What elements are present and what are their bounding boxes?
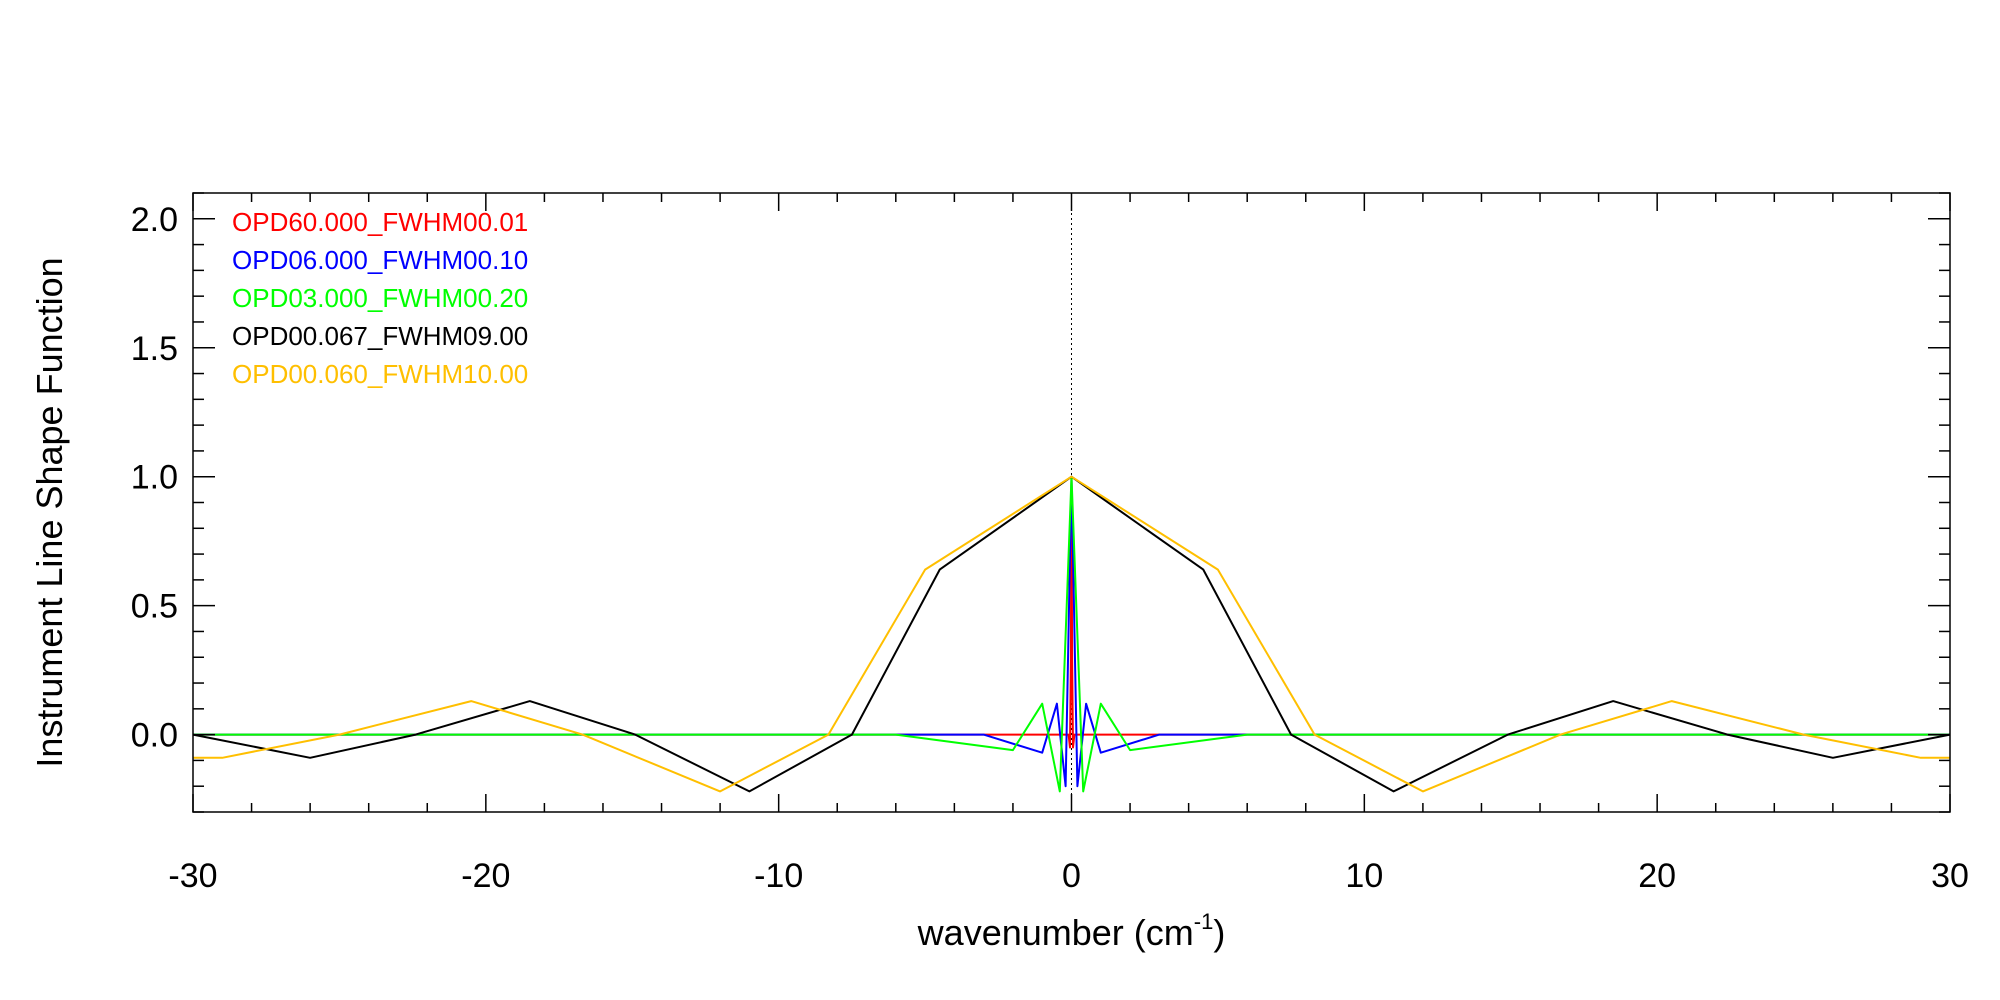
x-tick-labels: -30 -20 -10 0 10 20 30	[168, 857, 1968, 895]
x-axis-label-main: wavenumber (cm	[917, 912, 1194, 953]
x-tick-label: 30	[1931, 857, 1969, 895]
x-tick-label: 0	[1062, 857, 1081, 895]
x-tick-label: 20	[1638, 857, 1676, 895]
legend-entry: OPD03.000_FWHM00.20	[232, 283, 528, 313]
x-axis-label-superscript: -1	[1194, 909, 1214, 934]
legend-entry: OPD60.000_FWHM00.01	[232, 207, 528, 237]
x-tick-label: -10	[754, 857, 803, 895]
y-tick-labels: 0.0 0.5 1.0 1.5 2.0	[131, 201, 178, 755]
series-line-5	[193, 475, 1950, 793]
x-tick-label: -20	[461, 857, 510, 895]
y-axis-label: Instrument Line Shape Function	[29, 257, 70, 767]
legend-entry: OPD00.060_FWHM10.00	[232, 359, 528, 389]
axis-ticks	[192, 192, 1951, 813]
x-tick-label: -30	[168, 857, 217, 895]
legend: OPD60.000_FWHM00.01 OPD06.000_FWHM00.10 OP…	[232, 207, 528, 389]
x-tick-label: 10	[1345, 857, 1383, 895]
y-tick-label: 1.5	[131, 330, 178, 368]
x-axis-label-suffix: )	[1213, 912, 1225, 953]
legend-entry: OPD06.000_FWHM00.10	[232, 245, 528, 275]
series-layer	[192, 475, 1951, 793]
reference-lines	[193, 193, 1950, 812]
legend-entry: OPD00.067_FWHM09.00	[232, 321, 528, 351]
y-tick-label: 2.0	[131, 201, 178, 239]
y-tick-label: 0.5	[131, 588, 178, 626]
y-tick-label: 0.0	[131, 717, 178, 755]
y-tick-label: 1.0	[131, 459, 178, 497]
x-axis-label: wavenumber (cm-1)	[917, 909, 1226, 953]
